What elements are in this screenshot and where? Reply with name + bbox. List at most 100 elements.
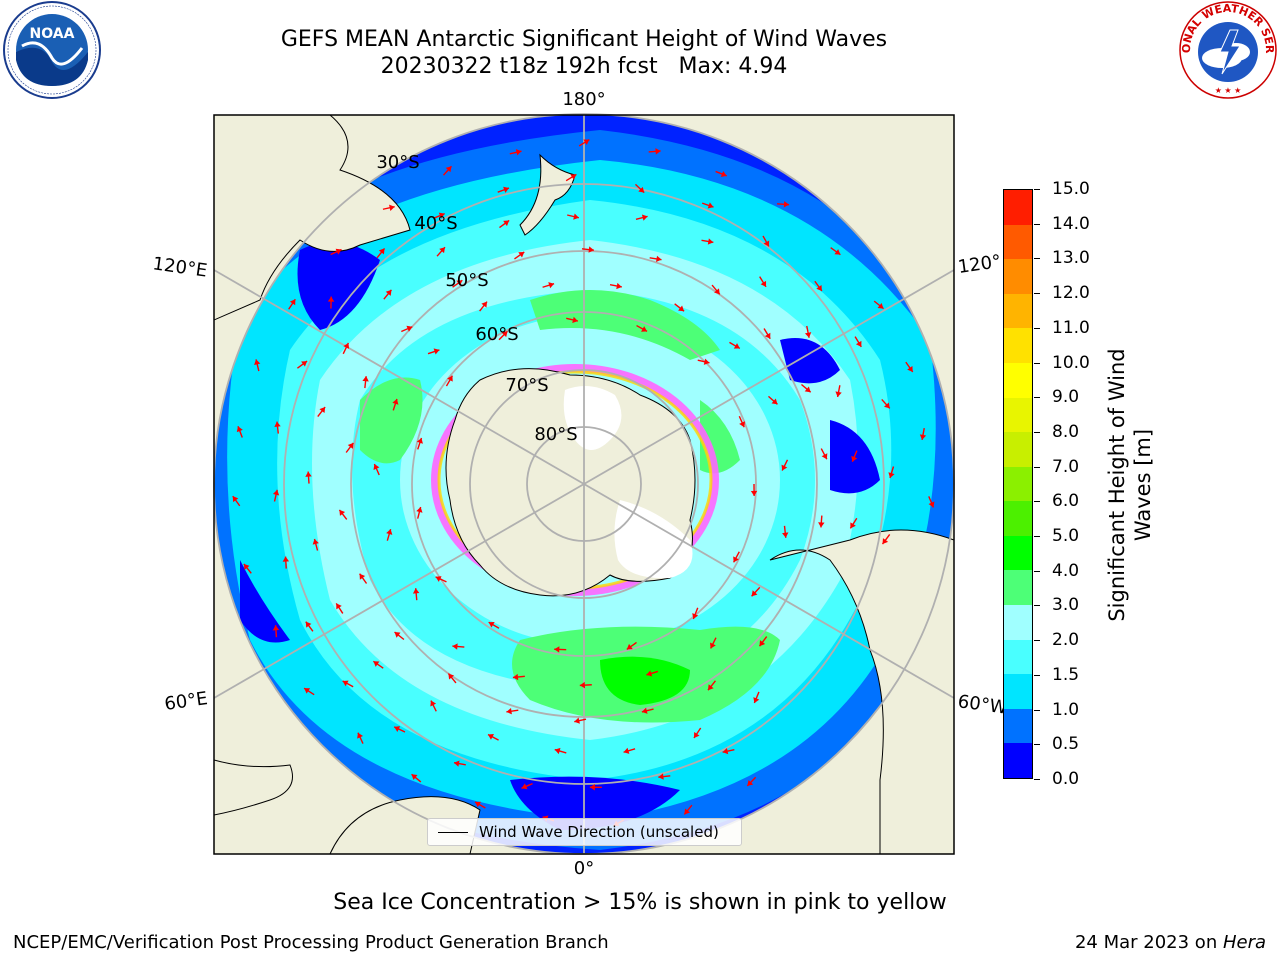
lon-label-180: 180°	[562, 89, 605, 110]
wave-arrow-head	[362, 376, 369, 382]
wave-arrow-head	[319, 407, 326, 414]
colorbar-tick-label: 2.0	[1034, 630, 1079, 650]
colorbar-segment	[1004, 397, 1032, 433]
wave-arrow-head	[692, 613, 699, 619]
wave-arrow-head	[272, 625, 280, 631]
wave-arrow-head	[707, 684, 714, 691]
colorbar-segment	[1004, 431, 1032, 467]
wave-arrow-head	[720, 171, 727, 177]
wave-arrow-head	[305, 471, 312, 477]
wave-arrow-head	[835, 391, 842, 398]
wave-arrow-head	[638, 186, 645, 193]
wave-arrow-head	[641, 707, 648, 714]
wave-arrow-head	[406, 325, 413, 332]
colorbar-tick-label: 1.5	[1034, 665, 1079, 685]
chart-title: GEFS MEAN Antarctic Significant Height o…	[280, 27, 888, 52]
wave-arrow-head	[439, 247, 445, 254]
wave-arrow-head	[336, 603, 342, 610]
colorbar-segment	[1004, 708, 1032, 744]
footer-credit: NCEP/EMC/Verification Post Processing Pr…	[13, 932, 609, 953]
wave-arrow-head	[448, 673, 455, 680]
wave-arrow-head	[386, 529, 393, 535]
wave-arrow-head	[646, 670, 653, 677]
wave-arrow-head	[373, 661, 380, 667]
footer-host: Hera	[1222, 932, 1266, 953]
wave-arrow-head	[658, 773, 664, 780]
wave-arrow-head	[641, 214, 648, 221]
south-america	[769, 529, 954, 854]
lat-label-80s: 80°S	[534, 424, 577, 445]
wave-arrow-head	[289, 299, 296, 306]
wave-arrow-head	[579, 681, 586, 689]
colorbar-tick-label: 15.0	[1034, 179, 1090, 199]
wave-arrow-head	[781, 464, 788, 471]
wave-arrow-head	[919, 434, 927, 440]
wave-arrow-head	[655, 148, 661, 155]
wave-arrow-head	[412, 588, 420, 594]
wave-arrow-head	[305, 621, 312, 628]
wave-arrow-head	[641, 326, 648, 332]
ross-ice-shelf	[563, 386, 622, 450]
wave-arrow-head	[445, 166, 452, 173]
wave-arrow-head	[359, 573, 366, 580]
lat-label-60s: 60°S	[475, 324, 518, 345]
colorbar-segment	[1004, 327, 1032, 363]
wave-arrow-head	[554, 747, 561, 755]
legend-line-swatch	[438, 832, 468, 833]
wave-arrow-head	[583, 139, 590, 146]
wave-arrow-head	[474, 801, 481, 808]
footer-date: 24 Mar 2023 on Hera	[1075, 932, 1266, 953]
colorbar-segment	[1004, 224, 1032, 260]
colorbar-segment	[1004, 293, 1032, 329]
colorbar-segment	[1004, 742, 1032, 778]
wave-arrow-head	[771, 398, 778, 405]
wave-arrow-head	[818, 522, 825, 528]
lat-label-50s: 50°S	[445, 270, 488, 291]
wave-arrow-head	[834, 249, 841, 255]
wave-arrow-head	[447, 375, 453, 382]
colorbar-tick-label: 5.0	[1034, 526, 1079, 546]
wave-arrow-head	[430, 700, 437, 707]
wave-arrow-head	[855, 340, 862, 347]
wave-arrow-head	[722, 747, 729, 755]
wave-arrow-head	[343, 342, 350, 349]
colorbar-segment	[1004, 362, 1032, 398]
legend-label: Wind Wave Direction (unscaled)	[479, 823, 719, 841]
wave-arrow-head	[301, 361, 308, 367]
wave-arrow-head	[327, 296, 335, 302]
colorbar-tick-label: 1.0	[1034, 700, 1079, 720]
wave-arrow-head	[574, 717, 580, 724]
wave-arrow-head	[907, 365, 913, 372]
sea-ice-caption: Sea Ice Concentration > 15% is shown in …	[333, 890, 947, 915]
wave-arrow-head	[804, 332, 812, 338]
colorbar-tick-label: 11.0	[1034, 318, 1090, 338]
wave-arrow-head	[272, 489, 280, 496]
colorbar-segment	[1004, 569, 1032, 606]
wave-arrow-head	[254, 359, 261, 366]
wave-arrow-head	[243, 563, 250, 570]
wave-arrow-head	[656, 255, 662, 263]
wave-arrow-head	[481, 301, 488, 308]
wave-arrow-head	[357, 732, 364, 739]
wave-arrow-head	[733, 343, 740, 349]
wave-arrow-head	[373, 464, 380, 470]
wave-arrow-head	[339, 509, 346, 516]
lat-label-40s: 40°S	[414, 213, 457, 234]
colorbar-segment	[1004, 466, 1032, 502]
colorbar-segment	[1004, 535, 1032, 571]
wave-arrow-head	[707, 202, 714, 209]
wave-arrow-head	[816, 284, 822, 291]
svg-text:★ ★ ★: ★ ★ ★	[1215, 86, 1242, 95]
wave-arrow-head	[282, 556, 290, 562]
wind-wave-arrows	[232, 139, 935, 827]
wave-arrow-head	[782, 532, 789, 538]
colorbar	[1003, 189, 1033, 779]
wave-arrow-head	[304, 688, 311, 694]
wave-arrow-head	[747, 780, 754, 786]
wave-arrow-head	[453, 760, 460, 767]
wave-arrow-head	[589, 784, 595, 791]
wave-arrow-head	[389, 204, 395, 211]
wave-arrow-head	[783, 201, 790, 208]
wave-arrow-head	[521, 783, 528, 790]
lat-label-70s: 70°S	[505, 375, 548, 396]
